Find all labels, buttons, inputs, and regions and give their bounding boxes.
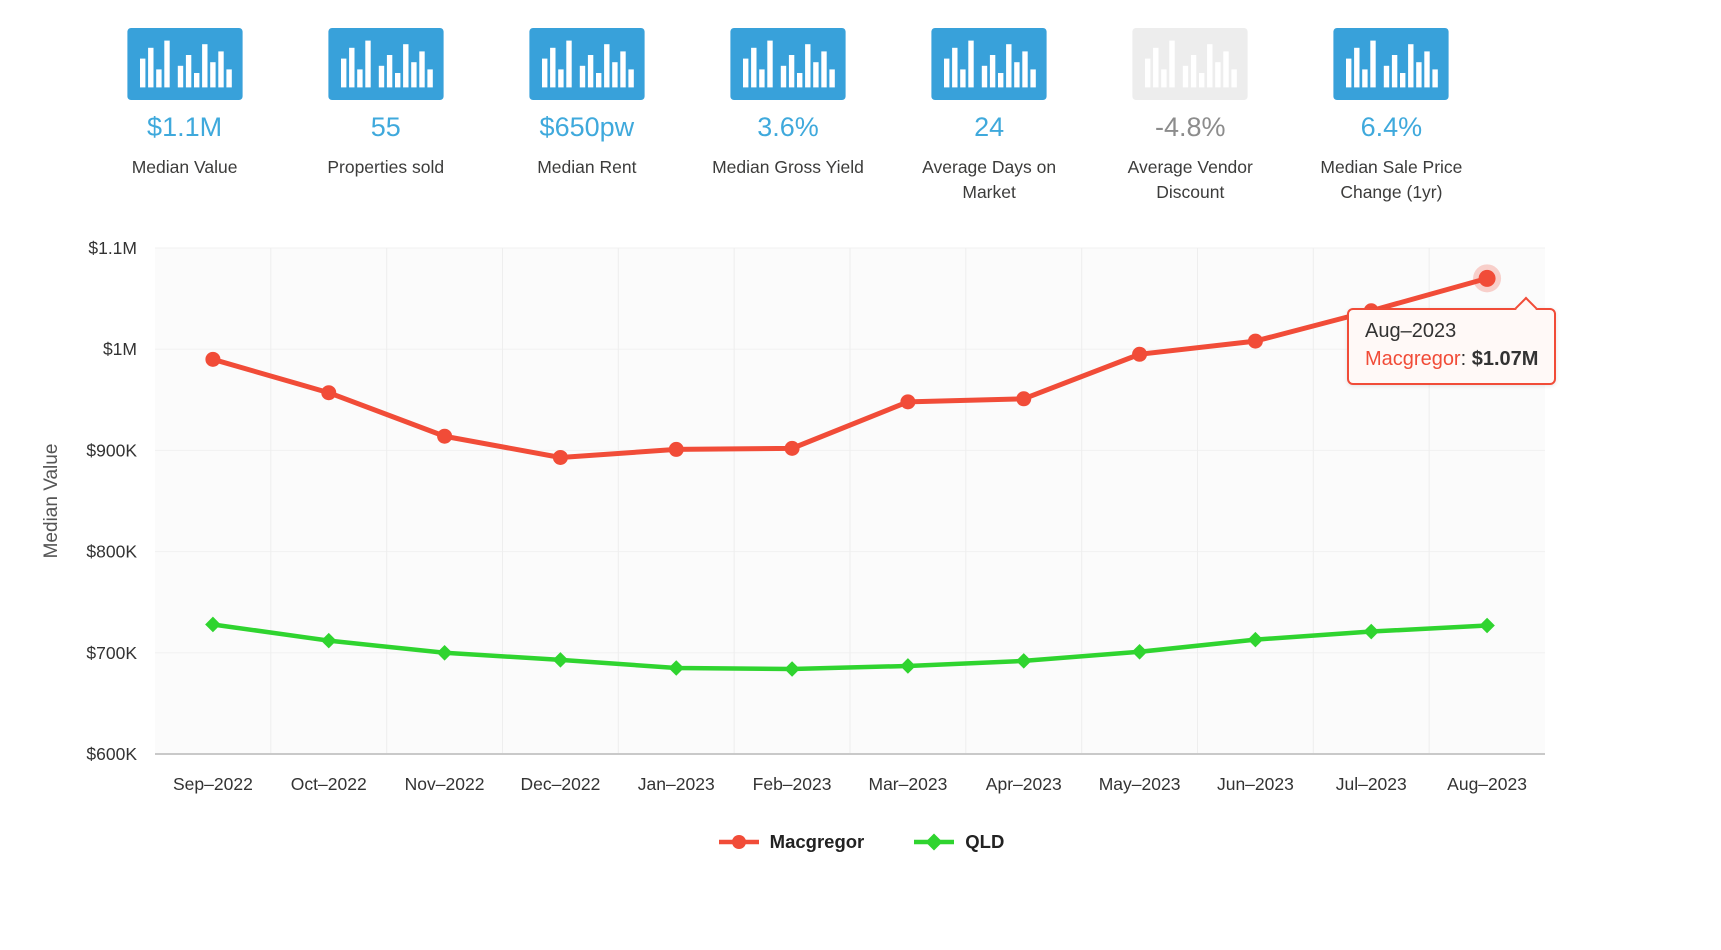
series-line-qld xyxy=(210,621,1490,671)
data-point-macgregor[interactable] xyxy=(205,351,221,367)
tooltip-title: Aug–2023 xyxy=(1365,319,1457,342)
chart-area: $600K $700K $800K $900K $1M $1.1M Sep–2022 Oct–… xyxy=(0,224,1721,829)
x-tick-label: Jan–2023 xyxy=(638,774,715,794)
y-tick-label: $700K xyxy=(86,643,137,663)
stat-label: Average Days on Market xyxy=(922,157,1057,203)
highlighted-data-point[interactable] xyxy=(1478,269,1496,287)
stat-value: 6.4% xyxy=(1360,112,1423,142)
y-tick-label: $800K xyxy=(86,541,137,561)
median-value-line-chart[interactable]: $600K $700K $800K $900K $1M $1.1M Sep–2022 Oct–… xyxy=(0,224,1721,824)
tooltip-body: Macgregor: $1.07M xyxy=(1365,348,1538,371)
data-point-qld[interactable] xyxy=(1247,631,1264,648)
x-tick-label: Feb–2023 xyxy=(753,774,832,794)
legend-line-circle-icon xyxy=(718,834,759,849)
bar-chart-icon xyxy=(730,28,846,100)
stat-value: $1.1M xyxy=(147,112,223,142)
tooltip-value: $1.07M xyxy=(1471,347,1539,370)
stat-value: $650pw xyxy=(539,112,635,142)
x-tick-label: Sep–2022 xyxy=(173,774,253,794)
y-tick-label: $900K xyxy=(86,440,137,460)
legend-line-diamond-icon xyxy=(914,833,955,851)
stat-card-properties-sold[interactable]: 55 Properties sold xyxy=(285,28,486,206)
data-point-qld[interactable] xyxy=(668,659,685,676)
data-point-qld[interactable] xyxy=(1131,643,1148,660)
data-point-macgregor[interactable] xyxy=(1247,333,1263,349)
stat-card-median-gross-yield[interactable]: 3.6% Median Gross Yield xyxy=(687,28,888,206)
stat-label: Properties sold xyxy=(327,157,445,177)
legend-label: QLD xyxy=(965,830,1005,852)
y-tick-label: $1M xyxy=(103,339,137,359)
stat-card-average-vendor-discount[interactable]: -4.8% Average Vendor Discount xyxy=(1090,28,1291,206)
legend-label: Macgregor xyxy=(769,830,865,852)
data-point-macgregor[interactable] xyxy=(1016,391,1032,407)
y-tick-label: $600K xyxy=(86,744,137,764)
stat-label: Median Sale Price Change (1yr) xyxy=(1320,157,1463,203)
stat-card-median-sale-price-change[interactable]: 6.4% Median Sale Price Change (1yr) xyxy=(1291,28,1492,206)
bar-chart-icon xyxy=(1333,28,1450,100)
stat-card-median-value[interactable]: $1.1M Median Value xyxy=(84,28,285,206)
x-tick-label: Apr–2023 xyxy=(986,774,1062,794)
x-tick-label: May–2023 xyxy=(1099,774,1181,794)
stat-value: 3.6% xyxy=(757,112,819,142)
bar-chart-icon xyxy=(931,28,1047,100)
series-line-macgregor xyxy=(210,275,1490,460)
stat-card-median-rent[interactable]: $650pw Median Rent xyxy=(486,28,687,206)
stat-label: Median Rent xyxy=(537,157,637,177)
bar-chart-icon xyxy=(126,28,243,100)
stat-value: -4.8% xyxy=(1155,112,1226,142)
x-tick-label: Oct–2022 xyxy=(291,774,367,794)
data-point-macgregor[interactable] xyxy=(784,440,800,456)
stat-value: 55 xyxy=(370,112,401,142)
chart-tooltip: Aug–2023 Macgregor: $1.07M xyxy=(1347,296,1557,385)
data-point-macgregor[interactable] xyxy=(437,428,453,444)
data-point-macgregor[interactable] xyxy=(900,394,916,410)
bar-chart-icon xyxy=(1132,28,1248,100)
x-tick-label: Mar–2023 xyxy=(869,774,948,794)
x-tick-label: Jul–2023 xyxy=(1336,774,1407,794)
data-point-macgregor[interactable] xyxy=(552,449,568,465)
data-point-macgregor[interactable] xyxy=(1132,346,1148,362)
legend-item-qld[interactable]: QLD xyxy=(912,831,1004,853)
data-point-qld[interactable] xyxy=(552,651,569,668)
stat-label: Average Vendor Discount xyxy=(1127,157,1253,203)
stat-label: Median Value xyxy=(131,157,238,177)
x-tick-label: Nov–2022 xyxy=(405,774,485,794)
stat-tiles-row: $1.1M Median Value 55 Properties sold xyxy=(84,28,1492,206)
bar-chart-icon xyxy=(328,28,444,100)
data-point-qld[interactable] xyxy=(205,616,221,632)
tooltip-series-label: Macgregor xyxy=(1365,347,1461,370)
y-tick-label: $1.1M xyxy=(88,238,137,258)
data-point-qld[interactable] xyxy=(1479,617,1495,634)
data-point-macgregor[interactable] xyxy=(321,384,337,400)
y-axis-title: Median Value xyxy=(41,443,62,558)
stat-card-average-days-on-market[interactable]: 24 Average Days on Market xyxy=(889,28,1090,206)
x-tick-label: Jun–2023 xyxy=(1217,774,1294,794)
bar-chart-icon xyxy=(529,28,645,100)
legend-item-macgregor[interactable]: Macgregor xyxy=(717,830,865,853)
chart-legend: Macgregor QLD xyxy=(0,831,1721,853)
x-tick-label: Dec–2022 xyxy=(521,774,601,794)
tooltip-separator: : xyxy=(1460,347,1472,370)
data-point-macgregor[interactable] xyxy=(668,441,684,457)
data-point-qld[interactable] xyxy=(1363,623,1380,640)
x-tick-label: Aug–2023 xyxy=(1447,774,1527,794)
stat-label: Median Gross Yield xyxy=(712,157,864,177)
stat-value: 24 xyxy=(974,112,1005,142)
